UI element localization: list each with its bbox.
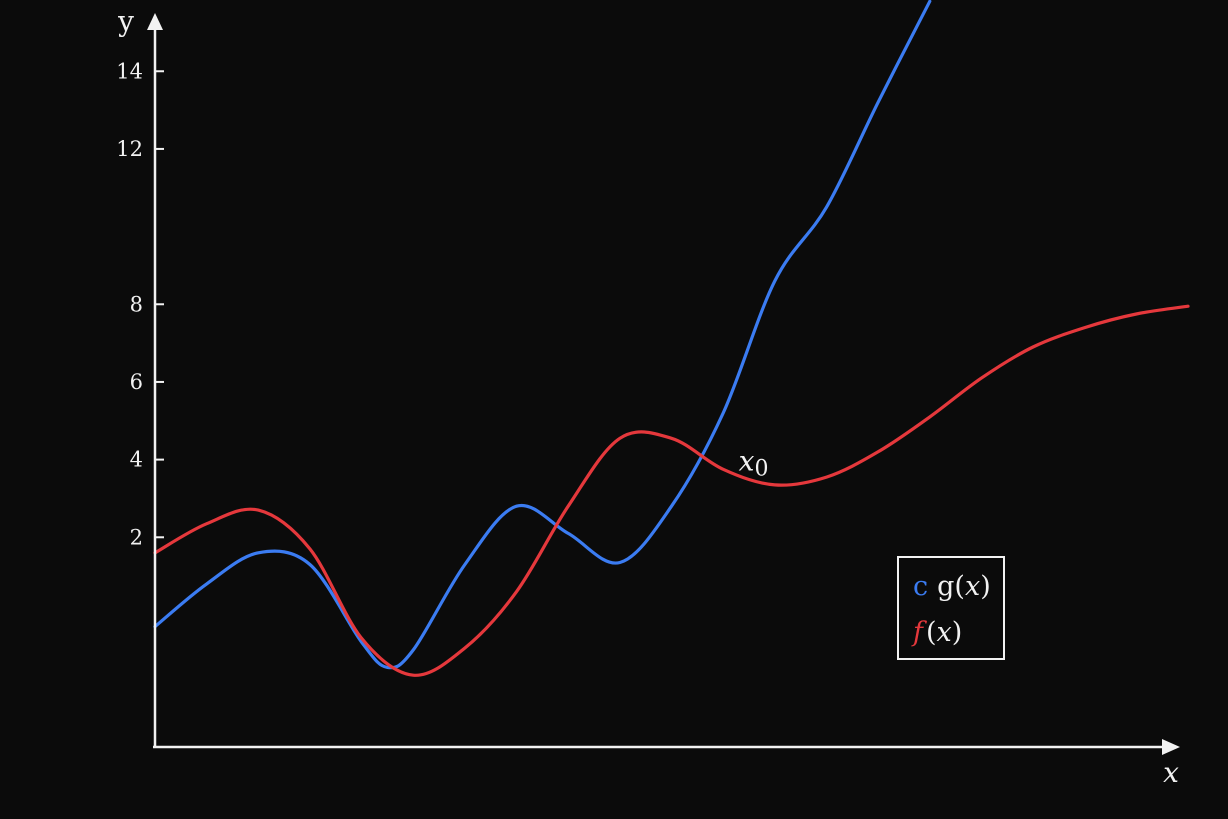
legend-marker-g: c xyxy=(913,571,928,602)
y-tick-label: 4 xyxy=(130,448,143,472)
y-tick-label: 14 xyxy=(116,59,143,83)
legend-entry-g: c g(x) xyxy=(913,571,991,602)
x-axis-arrowhead xyxy=(1162,739,1180,755)
y-tick-label: 2 xyxy=(130,525,143,549)
annotations: x0 xyxy=(739,444,769,481)
series-line-f xyxy=(155,306,1188,675)
annotation-x0: x0 xyxy=(739,444,769,481)
y-axis-arrowhead xyxy=(147,13,163,30)
series-layer xyxy=(155,1,1188,675)
y-ticks: 2 4 6 8 12 14 xyxy=(116,59,164,549)
legend: c g(x) f (x) xyxy=(898,557,1004,659)
y-axis-title: y xyxy=(117,5,134,38)
axes: y x xyxy=(117,5,1180,789)
x-axis-title: x xyxy=(1163,756,1179,789)
y-tick-label: 8 xyxy=(130,292,143,316)
series-line-g xyxy=(155,1,930,667)
y-tick-label: 12 xyxy=(116,137,143,161)
y-tick-label: 6 xyxy=(130,370,143,394)
legend-entry-f: f (x) xyxy=(911,617,962,648)
